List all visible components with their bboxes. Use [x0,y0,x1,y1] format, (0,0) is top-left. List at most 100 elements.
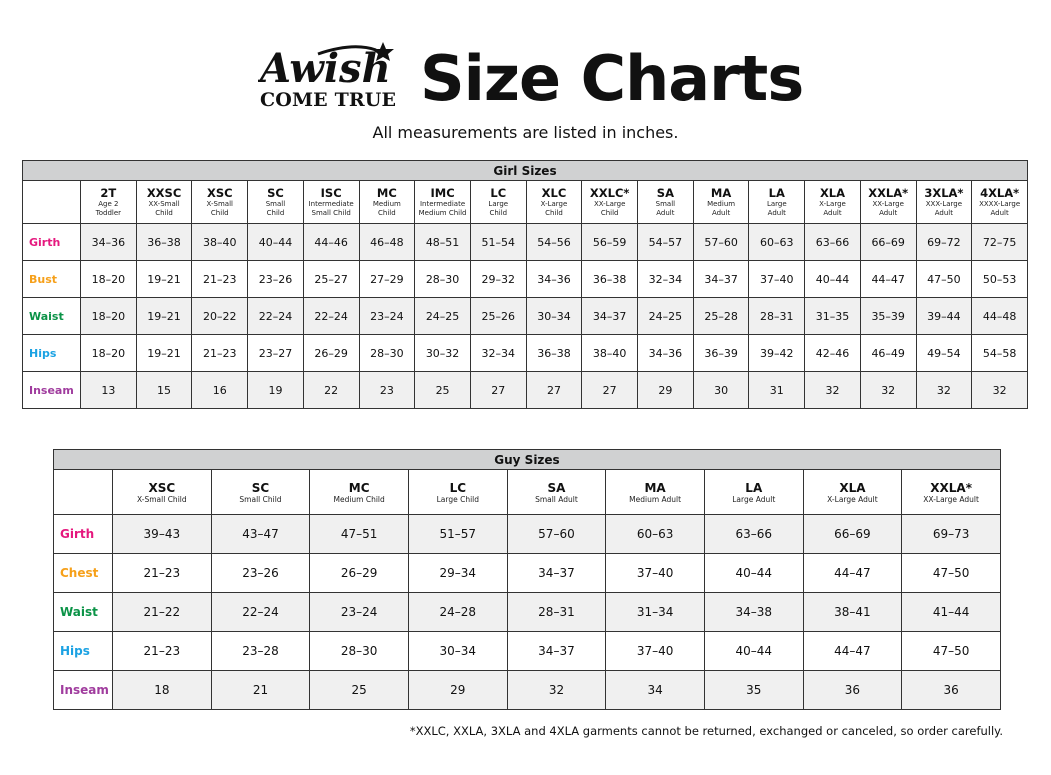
measurement-value: 44–46 [302,223,360,261]
size-description: Medium [372,200,401,208]
measurement-value: 47–50 [901,553,1001,593]
measurement-value: 31–34 [605,592,705,632]
size-code: XXLC* [589,186,630,200]
measurement-value: 32–34 [469,334,527,372]
measurement-value: 51–57 [407,514,508,554]
size-description: Adult [656,209,675,217]
measurement-value: 39–43 [112,514,212,554]
measurement-value: 36 [802,670,903,710]
measurement-value: 63–66 [703,514,804,554]
size-header-cell: IMC Intermediate Medium Child [414,180,471,224]
size-code: 2T [100,186,117,200]
measurement-value: 30–34 [407,631,508,671]
measurement-value: 25 [414,371,471,409]
measurement-value: 21–23 [191,334,249,372]
size-description: Adult [934,209,954,217]
measurement-value: 57–60 [506,514,607,554]
measurement-value: 54–58 [971,334,1028,372]
table-row: Waist 18–20 19–21 20–22 22–24 22–24 23–24 24–25… [22,297,1028,335]
measurement-value: 34–38 [703,592,804,632]
measurement-label: Bust [22,260,81,298]
size-description: Child [210,209,229,217]
measurement-value: 44–48 [971,297,1028,335]
table-row: Hips 18–20 19–21 21–23 23–27 26–29 28–30 30–32 3… [22,334,1028,372]
measurement-value: 29 [407,670,508,710]
measurement-value: 29 [637,371,694,409]
measurement-value: 29–34 [407,553,508,593]
measurement-value: 19–21 [135,297,193,335]
measurement-value: 34–37 [692,260,750,298]
measurement-value: 36–38 [581,260,639,298]
size-description: Small [655,200,676,208]
measurement-value: 30–32 [414,334,471,372]
measurement-value: 15 [135,371,193,409]
measurement-value: 34–36 [637,334,694,372]
page-title: Size Charts [420,42,804,115]
size-header-cell: XLA X-Large Adult [802,469,903,515]
size-code: SA [547,480,566,495]
measurement-label: Hips [22,334,81,372]
size-description: XXXX-Large [979,200,1021,208]
table-row: Girth 34–36 36–38 38–40 40–44 44–46 46–48 48–51… [22,223,1028,261]
size-header-cell: XSC X-Small Child [191,180,249,224]
size-description: Adult [990,209,1009,217]
size-header-cell: MC Medium Child [358,180,416,224]
measurement-value: 32–34 [637,260,694,298]
measurement-value: 18–20 [80,297,137,335]
measurement-value: 28–31 [506,592,607,632]
measurement-value: 46–49 [859,334,917,372]
measurement-value: 69–72 [915,223,973,261]
size-description: XX-Large [872,200,904,208]
measurement-value: 44–47 [802,553,903,593]
measurement-value: 21 [210,670,311,710]
table-title: Guy Sizes [53,449,1001,470]
measurement-value: 27 [581,371,639,409]
guy-sizes-table: Guy Sizes XSC X-Small Child SC Small Child MC… [53,449,1001,710]
size-description: Small Child [311,209,351,217]
measurement-value: 56–59 [581,223,639,261]
size-description: X-Small Child [137,494,187,504]
size-code: XSC [148,480,176,495]
size-description: Medium Child [418,209,467,217]
measurement-value: 23–24 [309,592,409,632]
size-description: X-Large [819,200,846,208]
measurement-value: 38–40 [191,223,249,261]
table-title-row: Guy Sizes [53,449,1001,470]
size-code: MC [376,186,397,200]
measurement-value: 21–23 [112,553,212,593]
size-description: Intermediate [308,200,354,208]
size-code: SC [267,186,284,200]
table-row: Chest 21–23 23–26 26–29 29–34 34–37 37–40 40–44… [53,553,1001,593]
measurement-value: 20–22 [191,297,249,335]
measurement-value: 39–42 [748,334,806,372]
size-code: XXSC [146,186,182,200]
measurement-value: 34–37 [506,553,607,593]
size-header-cell: XLA X-Large Adult [804,180,861,224]
measurement-value: 49–54 [915,334,973,372]
size-code: SA [656,186,674,200]
size-header-cell: SC Small Child [210,469,311,515]
size-code: 4XLA* [980,186,1020,200]
size-header-cell: ISC Intermediate Small Child [302,180,360,224]
measurement-value: 44–47 [859,260,917,298]
measurement-value: 23–26 [247,260,304,298]
footnote: *XXLC, XXLA, 3XLA and 4XLA garments cann… [409,724,1003,738]
size-description: Medium [707,200,736,208]
measurement-value: 23–27 [247,334,304,372]
measurement-value: 32 [804,371,861,409]
size-description: Adult [879,209,898,217]
measurement-label: Inseam [22,371,81,409]
empty-corner-cell [22,180,81,224]
measurement-label: Waist [53,592,113,632]
size-code: LC [490,186,507,200]
measurement-value: 13 [80,371,137,409]
size-code: MA [710,186,732,200]
measurement-value: 47–51 [309,514,409,554]
size-description: Large [488,200,509,208]
measurement-value: 30 [692,371,750,409]
size-description: Child [545,209,563,217]
measurement-value: 24–28 [407,592,508,632]
measurement-value: 23–28 [210,631,311,671]
size-description: Adult [711,209,731,217]
measurement-value: 66–69 [802,514,903,554]
